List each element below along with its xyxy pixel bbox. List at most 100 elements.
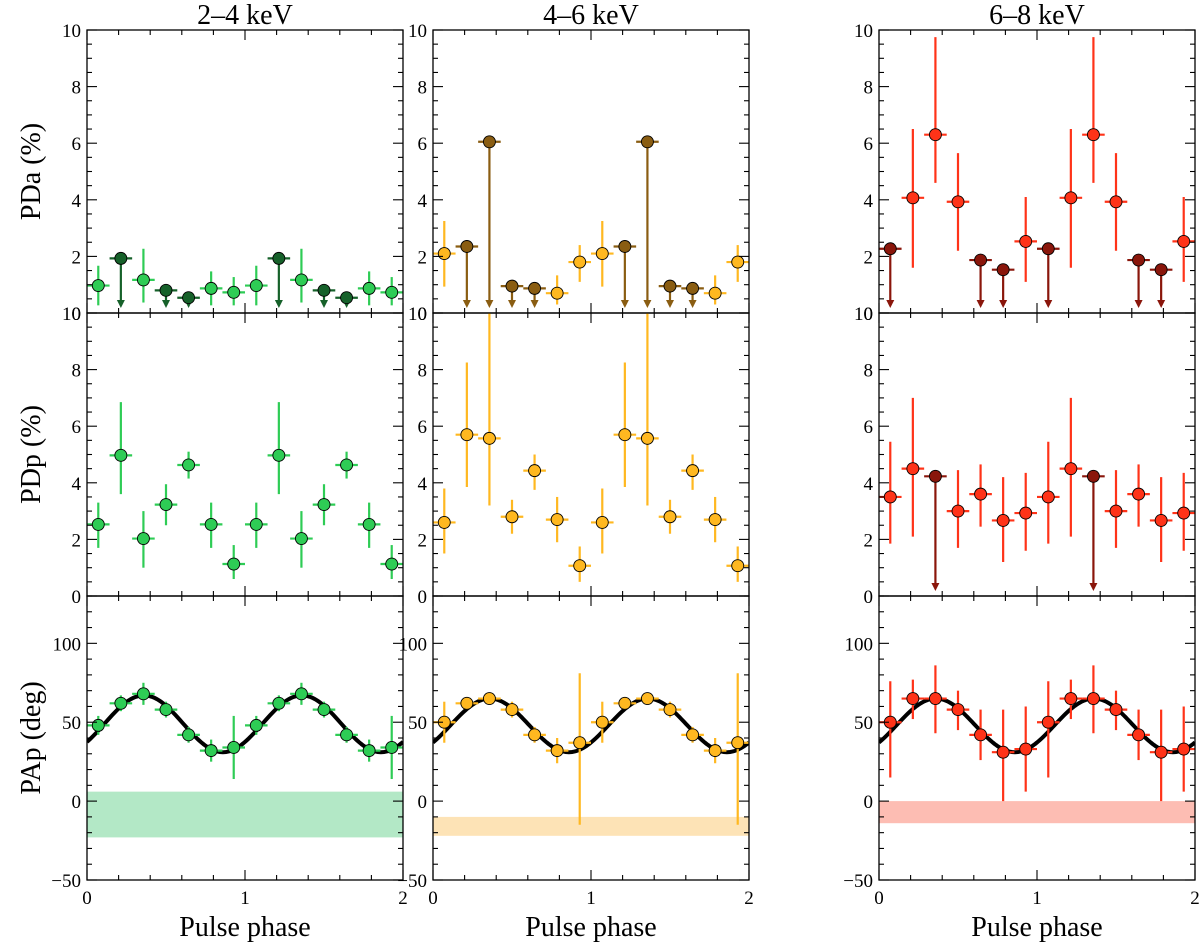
data-point bbox=[357, 271, 381, 306]
data-marker bbox=[573, 736, 587, 750]
data-marker bbox=[482, 135, 496, 149]
data-marker bbox=[686, 728, 700, 742]
data-marker bbox=[340, 458, 354, 472]
data-point bbox=[1014, 706, 1037, 792]
data-point bbox=[500, 279, 524, 308]
data-marker bbox=[437, 247, 451, 261]
data-marker bbox=[136, 687, 150, 701]
data-point bbox=[335, 451, 358, 479]
data-marker bbox=[204, 281, 218, 295]
data-marker bbox=[91, 279, 105, 292]
y-tick-label: 4 bbox=[72, 474, 82, 495]
data-marker bbox=[573, 559, 587, 573]
data-point bbox=[523, 281, 546, 308]
data-marker bbox=[595, 247, 609, 261]
data-marker bbox=[640, 135, 654, 149]
panel-pdp-0: 0 2 4 6 8 10 bbox=[62, 304, 404, 608]
data-marker bbox=[708, 744, 722, 758]
panel-pda-2: 0 2 4 6 8 10 bbox=[854, 21, 1196, 325]
data-marker bbox=[708, 513, 722, 527]
upper-limit-arrowhead bbox=[320, 300, 328, 308]
data-marker bbox=[1086, 128, 1100, 142]
data-point bbox=[478, 135, 501, 308]
panel-contents bbox=[879, 665, 1195, 824]
data-point bbox=[222, 277, 245, 306]
y-tick-label: 10 bbox=[854, 304, 873, 325]
data-marker bbox=[159, 703, 173, 717]
x-tick-label: 1 bbox=[1032, 888, 1042, 909]
upper-limit-arrowhead bbox=[162, 300, 170, 308]
data-marker bbox=[460, 240, 474, 253]
y-tick-label: 0 bbox=[864, 587, 874, 608]
shaded-band bbox=[879, 801, 1195, 824]
data-point bbox=[568, 673, 591, 825]
data-marker bbox=[136, 273, 150, 287]
y-tick-label: 6 bbox=[418, 417, 428, 438]
data-marker bbox=[928, 128, 942, 142]
upper-limit-arrowhead bbox=[886, 300, 895, 308]
y-tick-label: 0 bbox=[864, 304, 874, 325]
data-point bbox=[87, 715, 110, 735]
data-marker bbox=[573, 255, 587, 269]
data-point bbox=[545, 275, 569, 305]
y-axis-label-pdp: PDp (%) bbox=[16, 405, 47, 504]
data-point bbox=[1104, 153, 1128, 251]
data-marker bbox=[114, 696, 128, 710]
data-point bbox=[1014, 472, 1037, 551]
data-point bbox=[591, 488, 614, 554]
x-axis-label-1: Pulse phase bbox=[525, 912, 656, 943]
y-tick-label: 100 bbox=[845, 634, 874, 655]
data-point bbox=[658, 701, 682, 718]
data-point bbox=[658, 499, 682, 534]
data-point bbox=[433, 701, 456, 743]
data-point bbox=[703, 738, 727, 764]
data-point bbox=[901, 129, 925, 268]
y-tick-label: −50 bbox=[397, 871, 427, 892]
upper-limit-arrowhead bbox=[666, 300, 674, 308]
data-point bbox=[946, 690, 970, 731]
data-marker bbox=[1154, 745, 1168, 759]
data-point bbox=[879, 681, 902, 778]
data-marker bbox=[1041, 715, 1055, 729]
data-marker bbox=[731, 255, 745, 269]
data-marker bbox=[883, 490, 897, 504]
data-point bbox=[726, 245, 749, 282]
data-marker bbox=[385, 741, 399, 754]
data-point bbox=[455, 362, 479, 488]
data-marker bbox=[159, 283, 173, 297]
column-title-1: 4–6 keV bbox=[543, 0, 639, 31]
x-tick-label: 2 bbox=[1190, 888, 1200, 909]
data-point bbox=[568, 245, 591, 282]
data-point bbox=[681, 281, 704, 308]
data-marker bbox=[686, 464, 700, 478]
data-point bbox=[222, 715, 245, 780]
data-point bbox=[132, 248, 155, 303]
data-marker bbox=[227, 741, 241, 754]
data-point bbox=[455, 696, 479, 710]
data-marker bbox=[159, 498, 173, 512]
data-marker bbox=[618, 240, 632, 253]
data-point bbox=[1037, 681, 1060, 778]
y-tick-label: 4 bbox=[864, 191, 874, 212]
panel-pdp-2: 0 2 4 6 8 10 bbox=[854, 304, 1196, 608]
data-point bbox=[1037, 242, 1060, 308]
data-marker bbox=[340, 291, 354, 305]
data-marker bbox=[385, 285, 399, 299]
data-marker bbox=[928, 692, 942, 706]
data-marker bbox=[460, 428, 474, 442]
x-tick-label: 0 bbox=[82, 888, 92, 909]
data-point bbox=[87, 502, 110, 548]
data-point bbox=[1172, 196, 1195, 282]
panel-contents bbox=[879, 37, 1195, 308]
data-marker bbox=[1177, 234, 1191, 248]
panel-frame bbox=[432, 312, 750, 597]
data-marker bbox=[362, 281, 376, 295]
y-tick-label: 0 bbox=[72, 587, 82, 608]
y-tick-label: 8 bbox=[418, 78, 428, 99]
upper-limit-arrowhead bbox=[116, 300, 125, 308]
panel-contents bbox=[433, 313, 749, 582]
data-marker bbox=[618, 428, 632, 442]
data-marker bbox=[1019, 234, 1033, 248]
data-point bbox=[245, 502, 268, 548]
